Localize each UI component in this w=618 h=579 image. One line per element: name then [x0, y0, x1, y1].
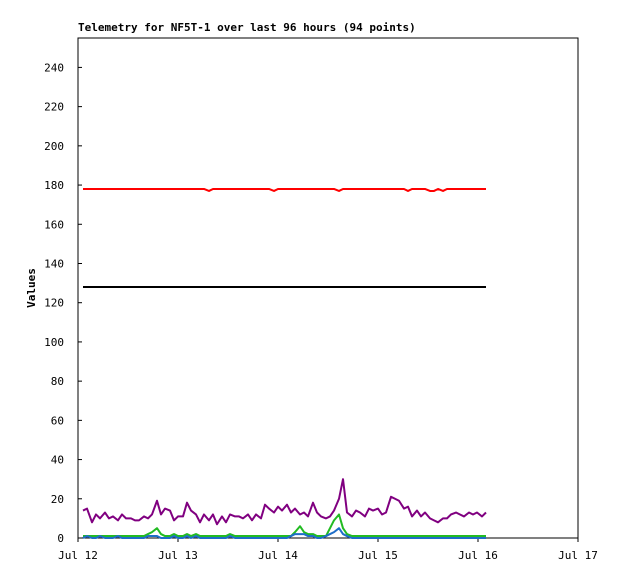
x-tick-label: Jul 12	[58, 549, 98, 562]
x-tick-label: Jul 16	[458, 549, 498, 562]
y-tick-label: 60	[51, 414, 64, 427]
series-line	[82, 478, 487, 526]
y-tick-label: 120	[44, 297, 64, 310]
chart-title: Telemetry for NF5T-1 over last 96 hours …	[78, 21, 416, 34]
y-tick-label: 140	[44, 257, 64, 270]
x-tick-label: Jul 13	[158, 549, 198, 562]
x-tick-label: Jul 14	[258, 549, 298, 562]
y-axis-label: Values	[25, 268, 38, 308]
y-tick-label: 20	[51, 493, 64, 506]
y-tick-label: 160	[44, 218, 64, 231]
y-tick-label: 180	[44, 179, 64, 192]
series-line	[82, 527, 486, 539]
y-tick-label: 40	[51, 454, 64, 467]
y-tick-label: 80	[51, 375, 64, 388]
x-tick-label: Jul 17	[558, 549, 598, 562]
x-tick-label: Jul 15	[358, 549, 398, 562]
y-tick-label: 100	[44, 336, 64, 349]
y-tick-label: 240	[44, 61, 64, 74]
series-line	[83, 187, 486, 192]
plot-frame	[77, 37, 579, 539]
y-tick-label: 220	[44, 101, 64, 114]
series-line	[83, 513, 486, 538]
y-tick-label: 0	[57, 532, 64, 545]
y-tick-label: 200	[44, 140, 64, 153]
